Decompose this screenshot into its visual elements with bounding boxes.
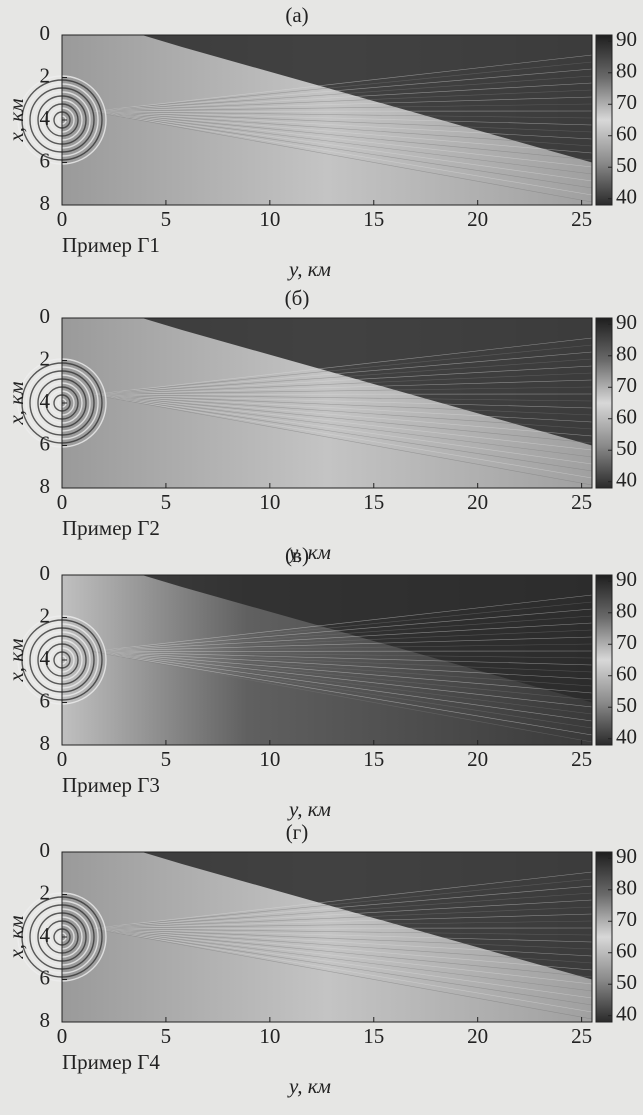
y-axis-label: x, км [4, 915, 28, 959]
x-tick-label: 5 [161, 490, 172, 514]
colorbar-tick-label: 90 [616, 567, 637, 591]
colorbar [596, 575, 612, 745]
y-tick-label: 0 [40, 21, 51, 45]
panel-label: (а) [285, 3, 308, 27]
x-tick-label: 20 [467, 1024, 488, 1048]
y-axis-label: x, км [4, 98, 28, 142]
colorbar-tick-label: 50 [616, 436, 637, 460]
colorbar-tick-label: 40 [616, 1002, 637, 1026]
colorbar-tick-label: 90 [616, 310, 637, 334]
y-tick-label: 8 [40, 1008, 51, 1032]
x-tick-label: 0 [57, 207, 68, 231]
x-tick-label: 25 [571, 207, 592, 231]
field-image [18, 35, 592, 205]
x-tick-label: 0 [57, 1024, 68, 1048]
x-tick-label: 0 [57, 747, 68, 771]
colorbar-tick-label: 40 [616, 468, 637, 492]
colorbar-tick-label: 90 [616, 27, 637, 51]
colorbar-tick-label: 50 [616, 153, 637, 177]
field-image [18, 318, 592, 488]
x-tick-label: 5 [161, 747, 172, 771]
y-tick-label: 4 [40, 106, 51, 130]
y-tick-label: 8 [40, 191, 51, 215]
y-tick-label: 2 [40, 63, 51, 87]
y-tick-label: 6 [40, 965, 51, 989]
colorbar [596, 852, 612, 1022]
y-tick-label: 2 [40, 880, 51, 904]
x-tick-label: 0 [57, 490, 68, 514]
x-tick-label: 5 [161, 207, 172, 231]
panel-label: (г) [286, 820, 309, 844]
colorbar-tick-label: 80 [616, 342, 637, 366]
colorbar-tick-label: 50 [616, 970, 637, 994]
x-tick-label: 10 [259, 747, 280, 771]
x-tick-label: 25 [571, 1024, 592, 1048]
colorbar-tick-label: 60 [616, 122, 637, 146]
x-tick-label: 20 [467, 747, 488, 771]
colorbar-tick-label: 60 [616, 939, 637, 963]
panel-label: (в) [285, 543, 309, 567]
field-image [18, 852, 592, 1022]
caption: Пример Г3 [62, 773, 160, 797]
field-image [18, 575, 592, 745]
colorbar-tick-label: 70 [616, 907, 637, 931]
x-tick-label: 25 [571, 747, 592, 771]
x-tick-label: 10 [259, 1024, 280, 1048]
colorbar-tick-label: 80 [616, 876, 637, 900]
y-tick-label: 2 [40, 603, 51, 627]
y-tick-label: 4 [40, 923, 51, 947]
x-tick-label: 15 [363, 207, 384, 231]
y-tick-label: 4 [40, 646, 51, 670]
colorbar-tick-label: 60 [616, 405, 637, 429]
colorbar-tick-label: 70 [616, 90, 637, 114]
y-tick-label: 0 [40, 838, 51, 862]
x-tick-label: 20 [467, 490, 488, 514]
y-tick-label: 2 [40, 346, 51, 370]
y-tick-label: 0 [40, 561, 51, 585]
y-axis-label: x, км [4, 381, 28, 425]
x-tick-label: 15 [363, 490, 384, 514]
x-axis-label: y, км [287, 1074, 331, 1098]
colorbar-tick-label: 80 [616, 599, 637, 623]
colorbar-tick-label: 70 [616, 373, 637, 397]
x-axis-label: y, км [287, 797, 331, 821]
caption: Пример Г1 [62, 233, 160, 257]
x-axis-label: y, км [287, 257, 331, 281]
colorbar-tick-label: 40 [616, 725, 637, 749]
y-tick-label: 4 [40, 389, 51, 413]
y-tick-label: 8 [40, 731, 51, 755]
page: (а)051015202502468x, кмПример Г1y, км405… [0, 0, 643, 1115]
colorbar [596, 318, 612, 488]
caption: Пример Г4 [62, 1050, 160, 1074]
panel-label: (б) [285, 286, 310, 310]
x-tick-label: 15 [363, 747, 384, 771]
colorbar-tick-label: 40 [616, 185, 637, 209]
x-tick-label: 20 [467, 207, 488, 231]
y-axis-label: x, км [4, 638, 28, 682]
x-tick-label: 5 [161, 1024, 172, 1048]
x-tick-label: 15 [363, 1024, 384, 1048]
colorbar-tick-label: 60 [616, 662, 637, 686]
x-tick-label: 10 [259, 490, 280, 514]
colorbar-tick-label: 50 [616, 693, 637, 717]
colorbar-tick-label: 80 [616, 59, 637, 83]
y-tick-label: 6 [40, 431, 51, 455]
y-tick-label: 8 [40, 474, 51, 498]
y-tick-label: 6 [40, 688, 51, 712]
colorbar-tick-label: 70 [616, 630, 637, 654]
x-tick-label: 25 [571, 490, 592, 514]
colorbar-tick-label: 90 [616, 844, 637, 868]
x-tick-label: 10 [259, 207, 280, 231]
y-tick-label: 0 [40, 304, 51, 328]
colorbar [596, 35, 612, 205]
caption: Пример Г2 [62, 516, 160, 540]
y-tick-label: 6 [40, 148, 51, 172]
